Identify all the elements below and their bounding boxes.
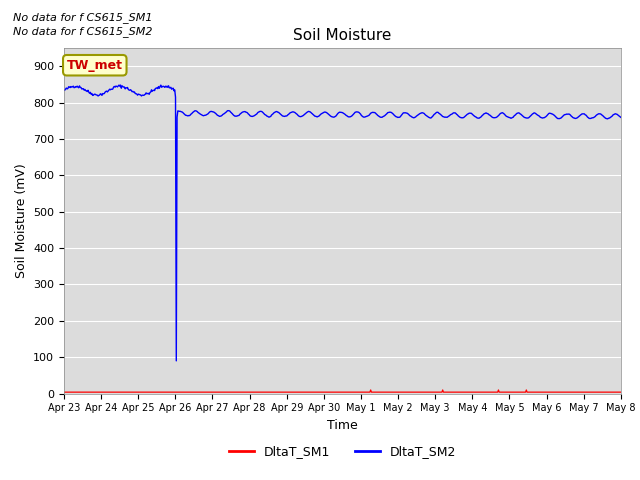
DltaT_SM1 bbox=[617, 389, 625, 395]
DltaT_SM1 bbox=[70, 389, 78, 395]
DltaT_SM2 bbox=[116, 82, 124, 88]
DltaT_SM1 bbox=[428, 389, 435, 395]
Text: No data for f CS615_SM1: No data for f CS615_SM1 bbox=[13, 12, 152, 23]
Line: DltaT_SM1: DltaT_SM1 bbox=[64, 390, 621, 392]
DltaT_SM2 bbox=[186, 113, 193, 119]
DltaT_SM1 bbox=[60, 389, 68, 395]
DltaT_SM2 bbox=[128, 89, 136, 95]
DltaT_SM2 bbox=[617, 114, 625, 120]
DltaT_SM1 bbox=[184, 389, 192, 395]
DltaT_SM2 bbox=[60, 87, 68, 93]
DltaT_SM2 bbox=[428, 114, 436, 120]
DltaT_SM1 bbox=[127, 389, 135, 395]
X-axis label: Time: Time bbox=[327, 419, 358, 432]
Title: Soil Moisture: Soil Moisture bbox=[293, 28, 392, 43]
DltaT_SM1 bbox=[411, 389, 419, 395]
Text: TW_met: TW_met bbox=[67, 59, 123, 72]
DltaT_SM2 bbox=[172, 358, 180, 364]
DltaT_SM1 bbox=[214, 389, 221, 395]
Legend: DltaT_SM1, DltaT_SM2: DltaT_SM1, DltaT_SM2 bbox=[223, 440, 461, 463]
Y-axis label: Soil Moisture (mV): Soil Moisture (mV) bbox=[15, 163, 28, 278]
DltaT_SM1 bbox=[367, 387, 374, 393]
DltaT_SM2 bbox=[215, 113, 223, 119]
Text: No data for f CS615_SM2: No data for f CS615_SM2 bbox=[13, 26, 152, 37]
DltaT_SM2 bbox=[412, 114, 419, 120]
Line: DltaT_SM2: DltaT_SM2 bbox=[64, 85, 621, 361]
DltaT_SM2 bbox=[70, 85, 78, 91]
